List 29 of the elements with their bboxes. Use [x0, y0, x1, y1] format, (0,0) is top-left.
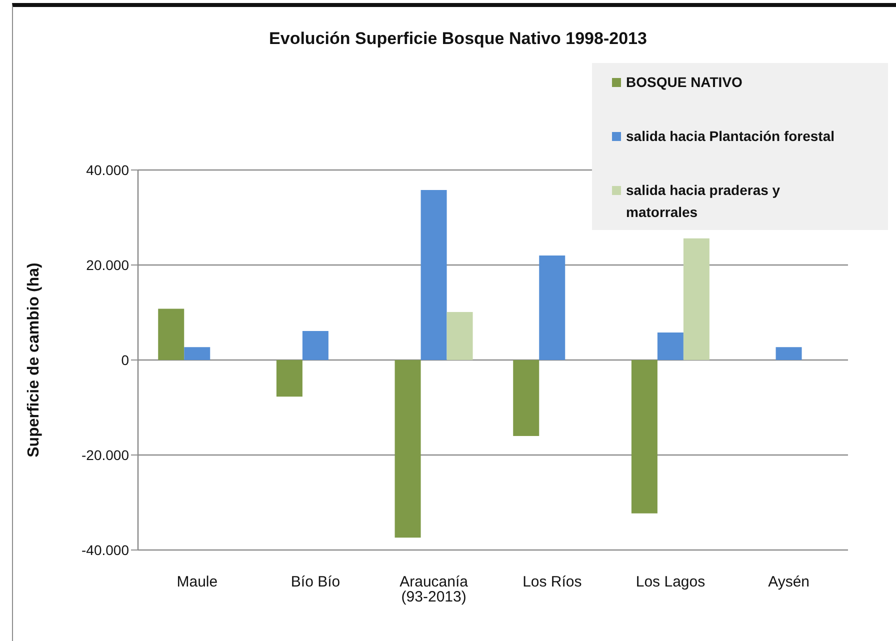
y-tick-label: -20.000	[82, 446, 130, 463]
bar	[276, 360, 302, 397]
y-axis-title: Superficie de cambio (ha)	[26, 262, 42, 458]
legend-label: salida hacia Plantación forestal	[626, 127, 835, 146]
y-tick-label: -40.000	[82, 542, 130, 558]
bar	[158, 308, 184, 360]
x-tick-label: Los Ríos	[522, 574, 582, 591]
bar	[394, 360, 421, 538]
x-tick-label: Los Lagos	[636, 574, 706, 591]
x-tick-label: Aysén	[768, 574, 810, 591]
bar	[513, 360, 540, 436]
chart-title: Evolución Superficie Bosque Nativo 1998-2013	[268, 29, 648, 49]
bar	[184, 347, 210, 360]
x-tick-label: Araucanía (93-2013)	[400, 574, 469, 606]
bar	[420, 190, 447, 360]
y-tick-label: 20.000	[86, 256, 130, 273]
bar	[631, 360, 658, 514]
bar	[302, 331, 328, 360]
bar	[657, 332, 684, 360]
legend-label: BOSQUE NATIVO	[626, 73, 742, 92]
y-tick-label: 0	[121, 352, 130, 368]
x-tick-label: Maule	[176, 574, 218, 591]
y-tick-label: 40.000	[86, 162, 130, 178]
bar	[776, 347, 802, 360]
x-tick-label: Bío Bío	[290, 574, 340, 591]
bar	[539, 256, 566, 360]
legend-label: salida hacia praderas y matorrales	[626, 181, 782, 222]
bar	[683, 238, 710, 360]
bar	[446, 312, 473, 360]
